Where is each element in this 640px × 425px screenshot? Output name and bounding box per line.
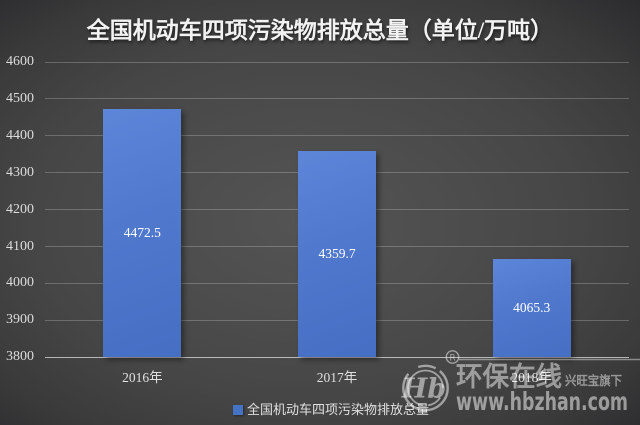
y-tick-label: 3900 — [6, 312, 34, 328]
x-category-label: 2016年 — [122, 370, 163, 385]
y-tick-label: 3800 — [6, 349, 34, 365]
bar-value-label: 4359.7 — [318, 245, 356, 261]
y-tick-label: 4600 — [6, 54, 34, 69]
gridline — [45, 61, 629, 63]
gridline — [45, 135, 629, 137]
chart-title: 全国机动车四项污染物排放总量（单位/万吨） — [86, 18, 554, 43]
bar-2016年: 4472.5 — [103, 109, 182, 358]
x-category-label: 2018年 — [511, 370, 552, 385]
x-category-label: 2017年 — [316, 370, 358, 385]
y-tick-label: 4100 — [6, 238, 34, 254]
legend-label: 全国机动车四项污染物排放总量 — [246, 402, 429, 417]
y-tick-label: 4500 — [6, 90, 34, 106]
y-tick-label: 4300 — [6, 164, 34, 180]
logo-monogram: Hb — [401, 374, 446, 405]
bar-2018年: 4065.3 — [492, 259, 571, 358]
bar-value-label: 4472.5 — [123, 225, 161, 241]
legend: 全国机动车四项污染物排放总量 — [11, 403, 640, 417]
legend-swatch — [232, 405, 243, 415]
y-tick-label: 4000 — [6, 275, 34, 291]
logo-inner-ring-icon — [407, 369, 444, 407]
x-axis-line — [45, 356, 629, 358]
gridline — [45, 98, 629, 100]
y-tick-label: 4400 — [6, 127, 34, 143]
bar-2017年: 4359.7 — [298, 150, 376, 358]
y-tick-label: 4200 — [6, 201, 34, 217]
bar-value-label: 4065.3 — [513, 300, 551, 316]
registered-mark-r: R — [449, 353, 455, 363]
